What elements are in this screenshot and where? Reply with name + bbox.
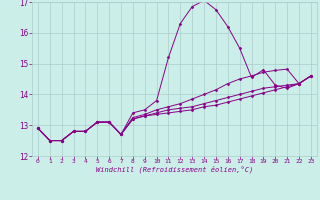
X-axis label: Windchill (Refroidissement éolien,°C): Windchill (Refroidissement éolien,°C) bbox=[96, 166, 253, 173]
